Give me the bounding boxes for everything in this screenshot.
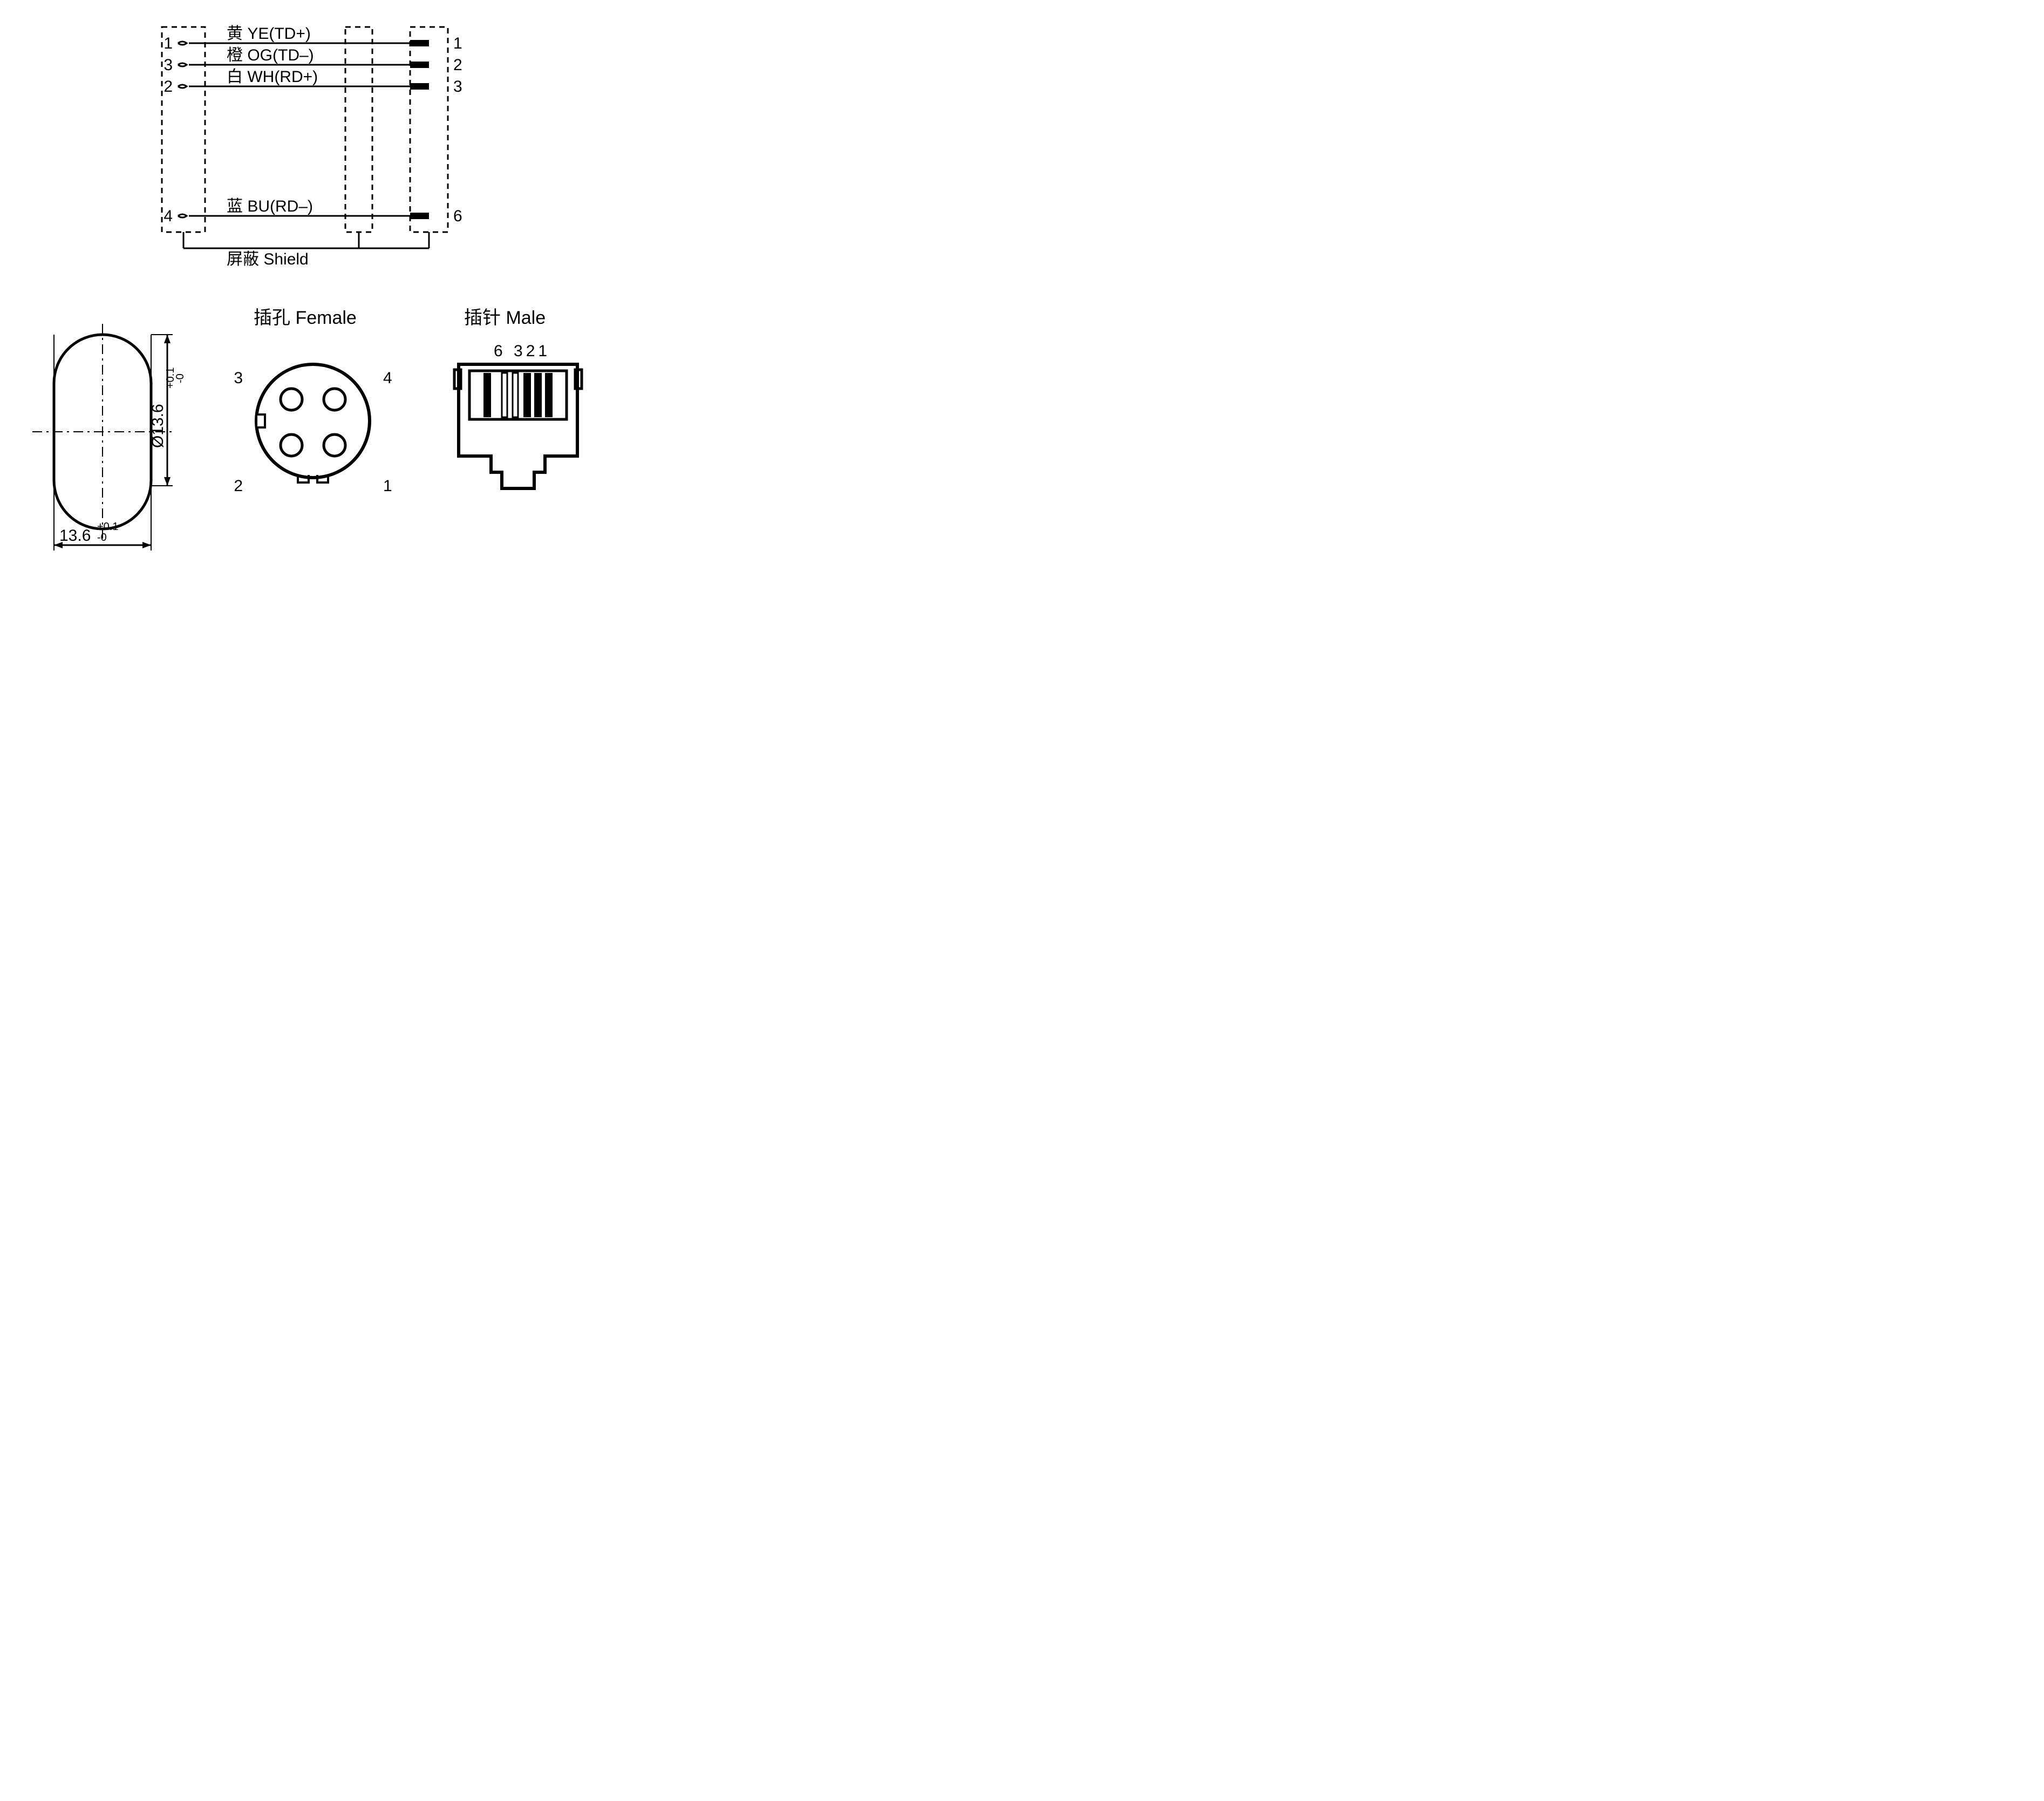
- female-pin-2: 2: [234, 477, 243, 495]
- left-pin-4: 4: [163, 207, 173, 225]
- right-pin-3: 3: [453, 78, 462, 96]
- wire-1-label: 黄 YE(TD+): [227, 25, 311, 43]
- width-tol-top: +0.1: [97, 521, 118, 533]
- female-pin-1: 1: [383, 477, 392, 495]
- female-pin-4: 4: [383, 369, 392, 387]
- male-pins-label: 6 321: [494, 342, 550, 360]
- female-connector: 插孔 Female 3 4 2 1: [234, 308, 392, 495]
- wire-2-label: 橙 OG(TD–): [227, 46, 314, 64]
- shield: 屏蔽 Shield: [183, 232, 429, 268]
- wire-3-label: 白 WH(RD+): [227, 68, 318, 86]
- bottom-row: Ø13.6 +0.1 -0 13.6 +0.1 -0 插孔 Female: [32, 308, 582, 551]
- width-value: 13.6: [59, 527, 91, 545]
- right-pin-6: 6: [453, 207, 462, 225]
- right-pin-1: 1: [453, 35, 462, 52]
- dia-tol-bot: -0: [174, 373, 186, 383]
- male-title: 插针 Male: [464, 308, 546, 328]
- right-connector-box: [410, 27, 448, 232]
- dia-value: Ø13.6: [149, 404, 167, 448]
- right-pin-2: 2: [453, 56, 462, 74]
- connector-diagram: 1 1 黄 YE(TD+) 3 2 橙 OG(TD–) 2 3 白 WH(RD+…: [11, 11, 637, 561]
- left-pin-2: 2: [163, 78, 173, 96]
- width-tol-bot: -0: [97, 532, 107, 543]
- wire-4-label: 蓝 BU(RD–): [227, 198, 313, 215]
- left-pin-3: 3: [163, 56, 173, 74]
- mid-box: [345, 27, 372, 232]
- female-pin-3: 3: [234, 369, 243, 387]
- female-title: 插孔 Female: [254, 308, 357, 328]
- left-pin-1: 1: [163, 35, 173, 52]
- wire-4: 4 6 蓝 BU(RD–): [163, 198, 462, 225]
- shield-label: 屏蔽 Shield: [227, 250, 309, 268]
- dimension-drawing: Ø13.6 +0.1 -0 13.6 +0.1 -0: [32, 324, 186, 551]
- wiring-diagram: 1 1 黄 YE(TD+) 3 2 橙 OG(TD–) 2 3 白 WH(RD+…: [162, 25, 462, 268]
- wire-3: 2 3 白 WH(RD+): [163, 68, 462, 96]
- dia-dimension: Ø13.6 +0.1 -0: [149, 335, 186, 486]
- male-connector: 插针 Male 6 321: [454, 308, 582, 488]
